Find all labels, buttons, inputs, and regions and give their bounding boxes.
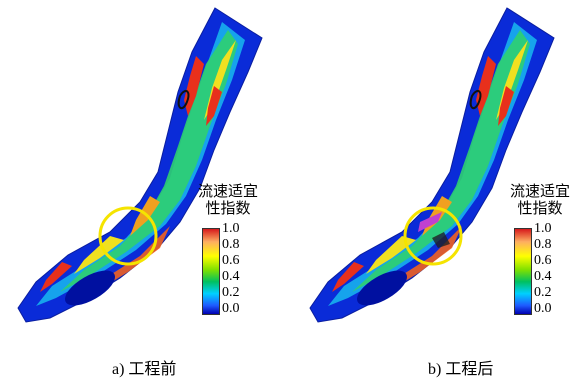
river-map-after	[309, 7, 555, 323]
tick-label: 0.0	[222, 301, 240, 316]
tick-label: 0.8	[534, 237, 552, 252]
highlight-circle	[403, 206, 463, 266]
tick-label: 0.6	[534, 253, 552, 268]
colorbar	[202, 228, 220, 315]
river-map-before	[17, 7, 263, 323]
legend-title-line2: 性指数	[205, 201, 251, 217]
tick-label: 0.8	[222, 237, 240, 252]
caption-before: a) 工程前	[112, 361, 177, 378]
tick-label: 1.0	[534, 221, 552, 236]
tick-label: 1.0	[222, 221, 240, 236]
tick-label: 0.4	[534, 269, 552, 284]
tick-label: 0.4	[222, 269, 240, 284]
caption-after: b) 工程后	[428, 361, 494, 378]
highlight-circle	[98, 206, 158, 266]
legend-before: 流速适宜 性指数 1.0 0.8 0.6 0.4 0.2 0.0	[188, 184, 268, 316]
legend-after: 流速适宜 性指数 1.0 0.8 0.6 0.4 0.2 0.0	[500, 184, 580, 316]
tick-label: 0.2	[222, 285, 240, 300]
legend-title-line2: 性指数	[517, 201, 563, 217]
tick-label: 0.2	[534, 285, 552, 300]
legend-title-line1: 流速适宜	[509, 184, 570, 200]
panel-before: 流速适宜 性指数 1.0 0.8 0.6 0.4 0.2 0.0 a) 工程前	[0, 0, 291, 387]
colorbar	[514, 228, 532, 315]
legend-title-line1: 流速适宜	[197, 184, 258, 200]
tick-label: 0.6	[222, 253, 240, 268]
panel-after: 流速适宜 性指数 1.0 0.8 0.6 0.4 0.2 0.0 b) 工程后	[292, 0, 583, 387]
tick-label: 0.0	[534, 301, 552, 316]
